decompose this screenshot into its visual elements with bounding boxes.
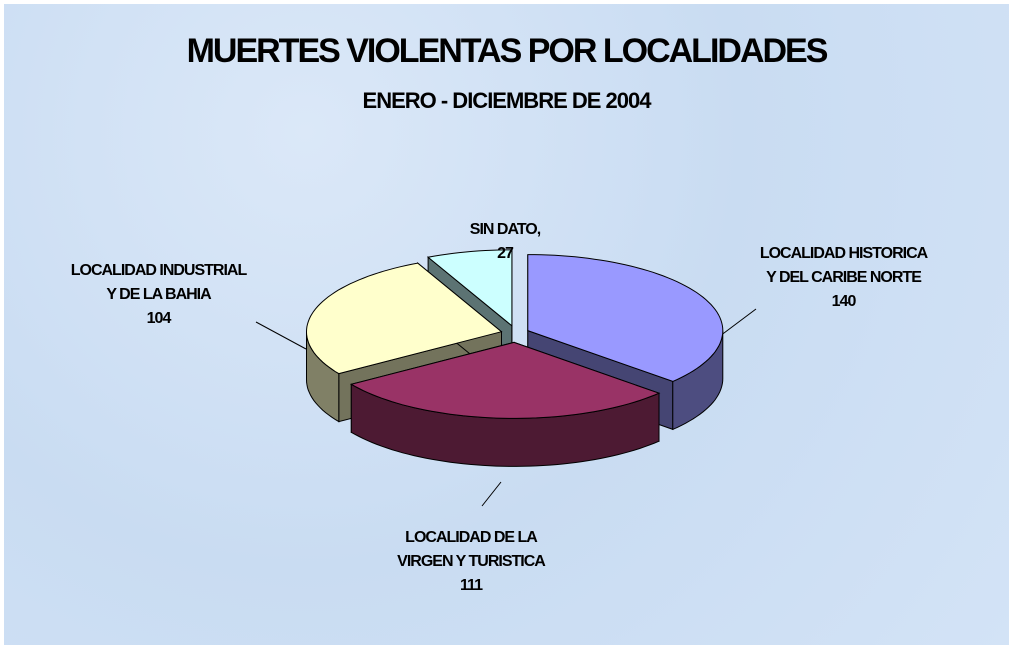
category-label: SIN DATO, xyxy=(469,221,541,238)
value-label: 140 xyxy=(831,293,857,310)
category-label: LOCALIDAD HISTORICA Y DEL CARIBE NORTE xyxy=(759,245,928,286)
category-label: LOCALIDAD INDUSTRIAL Y DE LA BAHIA xyxy=(70,262,248,303)
pie-slice xyxy=(426,249,513,327)
data-label: LOCALIDAD DE LA VIRGEN Y TURISTICA 111 xyxy=(396,526,546,598)
leader-line xyxy=(255,321,307,350)
value-label: 104 xyxy=(146,310,172,327)
chart-title: MUERTES VIOLENTAS POR LOCALIDADES xyxy=(186,32,829,70)
plot xyxy=(255,249,757,507)
data-label: SIN DATO, 27 xyxy=(455,218,555,266)
chart-subtitle: ENERO - DICIEMBRE DE 2004 xyxy=(362,88,652,113)
data-label: LOCALIDAD HISTORICA Y DEL CARIBE NORTE 14… xyxy=(756,242,931,314)
leader-line xyxy=(481,481,502,507)
pie-slice xyxy=(349,341,661,419)
value-label: 111 xyxy=(460,577,483,594)
chart: MUERTES VIOLENTAS POR LOCALIDADES ENERO … xyxy=(4,4,1009,645)
pie-slice xyxy=(305,262,503,375)
value-label: 27 xyxy=(497,245,514,262)
category-label: LOCALIDAD DE LA VIRGEN Y TURISTICA xyxy=(397,529,546,570)
data-label: LOCALIDAD INDUSTRIAL Y DE LA BAHIA 104 xyxy=(66,259,251,331)
pie xyxy=(305,249,724,467)
pie-slice xyxy=(527,254,724,382)
